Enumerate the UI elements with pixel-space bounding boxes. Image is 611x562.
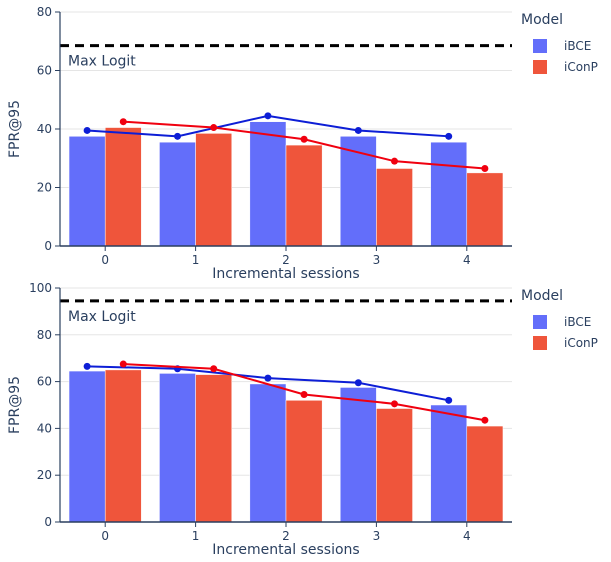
point-ibce-2	[264, 374, 272, 382]
bar-iconp-4	[466, 425, 504, 523]
x-axis-title: Incremental sessions	[212, 542, 359, 558]
chart-panel-bottom: Max Logit 0 20 40 60 80 100 0 1 2 3 4 Incremental se…	[0, 279, 611, 558]
y-tick-label: 80	[37, 328, 52, 342]
y-tick-label: 20	[37, 181, 52, 195]
point-iconp-3	[390, 400, 398, 408]
chart-panel-top: Max Logit 0 20 40 60 80 0 1 2 3 4 Incremental sessi…	[0, 0, 611, 282]
point-ibce-4	[445, 132, 453, 140]
point-iconp-2	[300, 390, 308, 398]
x-tick-label: 0	[101, 529, 109, 543]
point-iconp-4	[481, 164, 489, 172]
x-tick-label: 4	[463, 253, 471, 267]
point-ibce-3	[354, 126, 362, 134]
x-tick-label: 2	[282, 529, 290, 543]
y-tick-label: 40	[37, 122, 52, 136]
point-iconp-3	[390, 157, 398, 165]
point-iconp-4	[481, 416, 489, 424]
x-axis-title: Incremental sessions	[212, 266, 359, 279]
legend-swatch-iconp	[533, 60, 547, 74]
y-tick-label: 60	[37, 64, 52, 78]
y-tick-label: 60	[37, 375, 52, 389]
point-iconp-0	[119, 360, 127, 368]
point-ibce-3	[354, 379, 362, 387]
bar-iconp-1	[195, 374, 233, 523]
bar-iconp-0	[104, 127, 142, 247]
x-tick-label: 1	[192, 253, 200, 267]
bar-iconp-2	[285, 144, 323, 247]
bar-iconp-3	[376, 408, 413, 523]
reference-label: Max Logit	[68, 309, 136, 325]
point-ibce-4	[445, 396, 453, 404]
y-tick-label: 40	[37, 421, 52, 435]
bar-iconp-4	[466, 172, 504, 247]
y-tick-label: 80	[37, 5, 52, 19]
bar-ibce-0	[68, 370, 106, 523]
x-tick-label: 2	[282, 253, 290, 267]
bar-ibce-3	[339, 387, 377, 523]
bar-iconp-1	[195, 133, 233, 247]
legend-swatch-ibce	[533, 39, 547, 53]
bar-ibce-1	[159, 141, 196, 247]
bar-iconp-3	[376, 168, 413, 247]
point-iconp-0	[119, 118, 127, 126]
point-ibce-0	[83, 126, 91, 134]
point-iconp-1	[210, 365, 218, 373]
x-tick-label: 3	[373, 253, 381, 267]
legend-label-ibce: iBCE	[564, 39, 591, 53]
bar-ibce-2	[249, 121, 287, 247]
reference-label: Max Logit	[68, 54, 136, 70]
point-iconp-2	[300, 135, 308, 143]
legend-swatch-ibce	[533, 315, 547, 329]
y-tick-label: 20	[37, 468, 52, 482]
legend-title: Model	[521, 12, 563, 28]
legend-swatch-iconp	[533, 336, 547, 350]
legend-label-ibce: iBCE	[564, 315, 591, 329]
chart-top: Max Logit 0 20 40 60 80 0 1 2 3 4 Incremental sessi…	[7, 5, 598, 282]
legend-label-iconp: iConP	[564, 60, 598, 74]
legend-label-iconp: iConP	[564, 336, 598, 350]
bar-ibce-2	[249, 383, 287, 523]
x-tick-label: 4	[463, 529, 471, 543]
bar-ibce-1	[159, 373, 196, 523]
bar-iconp-2	[285, 400, 323, 523]
y-axis-title: FPR@95	[7, 376, 23, 434]
point-ibce-1	[174, 132, 182, 140]
y-tick-label: 0	[44, 515, 52, 529]
chart-bottom: Max Logit 0 20 40 60 80 100 0 1 2 3 4 Incremental se…	[7, 281, 598, 558]
y-tick-label: 0	[44, 239, 52, 253]
y-tick-label: 100	[29, 281, 52, 295]
bar-iconp-0	[104, 369, 142, 523]
legend-title: Model	[521, 288, 563, 304]
bar-ibce-4	[430, 404, 468, 523]
x-tick-label: 1	[192, 529, 200, 543]
point-ibce-2	[264, 112, 272, 120]
x-tick-label: 3	[373, 529, 381, 543]
bar-ibce-4	[430, 141, 468, 247]
x-tick-label: 0	[101, 253, 109, 267]
bar-ibce-0	[68, 136, 106, 247]
point-ibce-0	[83, 362, 91, 370]
y-axis-title: FPR@95	[7, 100, 23, 158]
point-iconp-1	[210, 124, 218, 132]
